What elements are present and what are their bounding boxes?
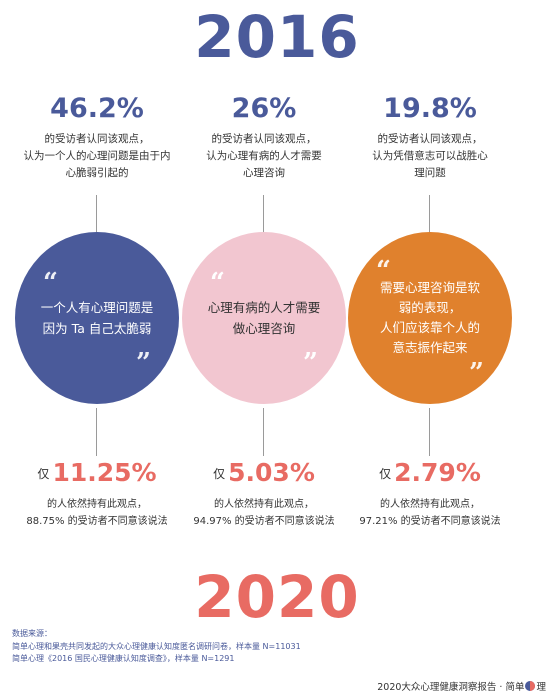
report-footer: 2020大众心理健康洞察报告 · 简单理 [377,681,546,694]
year-2016-title: 2016 [194,3,360,71]
source-heading: 数据来源： [12,629,52,638]
description-line: 的受访者认同该观点， [377,133,483,145]
statement-circle: “ 心理有病的人才需要 做心理咨询 ” [182,232,346,404]
connector-line [96,408,97,456]
percent-2016: 19.8% [383,93,477,124]
description-line: 心脆弱引起的 [65,167,129,179]
still-holding-stat: 仅 5.03% [184,460,344,485]
survey-column-3: 19.8% 的受访者认同该观点， 认为凭借意志可以战胜心 理问题 “ 需要心理咨… [348,0,512,560]
close-quote-icon: ” [469,358,484,388]
statement-text: 心理有病的人才需要 做心理咨询 [198,297,330,339]
brain-logo-icon [525,681,536,691]
description-line: 认为一个人的心理问题是由于内 [23,150,171,162]
statement-text: 一个人有心理问题是 因为 Ta 自己太脆弱 [31,297,163,339]
statement-line: 意志振作起来 [392,340,468,355]
statement-line: 人们应该靠个人的 [379,320,480,335]
statement-line: 因为 Ta 自己太脆弱 [42,321,152,336]
close-quote-icon: ” [303,348,318,378]
description-line: 心理咨询 [243,167,285,179]
statement-line: 做心理咨询 [232,321,296,336]
survey-column-1: 46.2% 的受访者认同该观点， 认为一个人的心理问题是由于内 心脆弱引起的 “… [15,0,179,560]
statement-line: 心理有病的人才需要 [207,300,321,315]
connector-line [429,408,430,456]
still-holding-stat: 仅 11.25% [17,460,177,485]
percent-2016: 46.2% [50,93,144,124]
survey-column-2: 26% 的受访者认同该观点， 认为心理有病的人才需要 心理咨询 “ 心理有病的人… [182,0,346,560]
description-line: 理问题 [414,167,446,179]
footer-brand-end: 理 [536,682,546,693]
connector-line [263,408,264,456]
belief-description: 的受访者认同该观点， 认为一个人的心理问题是由于内 心脆弱引起的 [17,131,177,182]
description-line: 的受访者认同该观点， [211,133,317,145]
percent-2020: 2.79% [394,458,481,487]
connector-line [263,195,264,238]
still-description: 的人依然持有此观点， 88.75% 的受访者不同意该说法 [9,496,185,530]
statement-line: 一个人有心理问题是 [40,300,154,315]
statement-text: 需要心理咨询是软 弱的表现， 人们应该靠个人的 意志振作起来 [364,278,496,358]
data-source: 数据来源： 简单心理和果壳共同发起的大众心理健康认知度匿名调研问卷，样本量 N=… [12,628,301,666]
connector-line [429,195,430,238]
connector-line [96,195,97,238]
still-description: 的人依然持有此观点， 97.21% 的受访者不同意该说法 [342,496,518,530]
still-description-line: 88.75% 的受访者不同意该说法 [26,516,168,527]
percent-2020: 5.03% [228,458,315,487]
percent-2020: 11.25% [52,458,157,487]
description-line: 认为心理有病的人才需要 [206,150,322,162]
statement-circle: “ 一个人有心理问题是 因为 Ta 自己太脆弱 ” [15,232,179,404]
source-line: 简单心理《2016 国民心理健康认知度调查》，样本量 N=1291 [12,654,235,663]
belief-description: 的受访者认同该观点， 认为凭借意志可以战胜心 理问题 [350,131,510,182]
close-quote-icon: ” [136,348,151,378]
still-description-line: 94.97% 的受访者不同意该说法 [193,516,335,527]
still-prefix: 仅 [379,467,392,481]
still-description-line: 97.21% 的受访者不同意该说法 [359,516,501,527]
still-description-line: 的人依然持有此观点， [380,499,480,510]
still-holding-stat: 仅 2.79% [350,460,510,485]
belief-description: 的受访者认同该观点， 认为心理有病的人才需要 心理咨询 [184,131,344,182]
description-line: 的受访者认同该观点， [44,133,150,145]
percent-2016: 26% [231,93,297,124]
still-description-line: 的人依然持有此观点， [214,499,314,510]
still-prefix: 仅 [213,467,226,481]
statement-line: 需要心理咨询是软 [379,280,480,295]
open-quote-icon: “ [210,268,225,298]
statement-line: 弱的表现， [398,300,462,315]
statement-circle: “ 需要心理咨询是软 弱的表现， 人们应该靠个人的 意志振作起来 ” [348,232,512,404]
still-description-line: 的人依然持有此观点， [47,499,147,510]
still-description: 的人依然持有此观点， 94.97% 的受访者不同意该说法 [176,496,352,530]
footer-report-title: 2020大众心理健康洞察报告 · 简单 [377,682,525,693]
still-prefix: 仅 [37,467,50,481]
open-quote-icon: “ [43,268,58,298]
description-line: 认为凭借意志可以战胜心 [372,150,488,162]
year-2020-title: 2020 [194,563,360,631]
source-line: 简单心理和果壳共同发起的大众心理健康认知度匿名调研问卷，样本量 N=11031 [12,641,301,651]
open-quote-icon: “ [376,256,391,286]
